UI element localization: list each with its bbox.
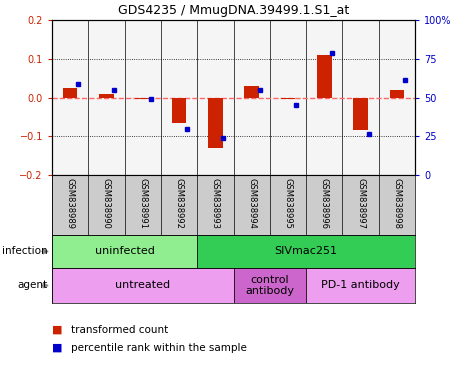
Text: GSM838990: GSM838990	[102, 178, 111, 229]
Text: GSM838996: GSM838996	[320, 178, 329, 229]
Bar	[353, 98, 368, 131]
Text: GSM838998: GSM838998	[392, 178, 401, 229]
Bar	[99, 94, 114, 98]
Text: ■: ■	[52, 343, 63, 353]
Bar	[281, 98, 295, 99]
Text: GSM838997: GSM838997	[356, 178, 365, 229]
Bar	[306, 268, 415, 303]
Bar	[317, 55, 332, 98]
Title: GDS4235 / MmugDNA.39499.1.S1_at: GDS4235 / MmugDNA.39499.1.S1_at	[118, 5, 349, 17]
Bar	[63, 88, 77, 98]
Text: percentile rank within the sample: percentile rank within the sample	[71, 343, 247, 353]
Text: GSM838993: GSM838993	[211, 178, 220, 229]
Bar	[245, 86, 259, 98]
Text: ■: ■	[52, 325, 63, 335]
Bar	[52, 235, 197, 268]
Bar	[208, 98, 223, 148]
Text: uninfected: uninfected	[95, 247, 154, 257]
Text: PD-1 antibody: PD-1 antibody	[321, 280, 400, 291]
Text: GSM838995: GSM838995	[284, 178, 293, 229]
Text: GSM838989: GSM838989	[66, 178, 75, 229]
Text: infection: infection	[1, 247, 47, 257]
Text: control
antibody: control antibody	[245, 275, 294, 296]
Bar	[172, 98, 186, 122]
Text: GSM838992: GSM838992	[174, 178, 183, 229]
Bar	[52, 268, 234, 303]
Text: untreated: untreated	[115, 280, 171, 291]
Bar	[234, 268, 306, 303]
Bar	[390, 90, 404, 98]
Text: GSM838994: GSM838994	[247, 178, 256, 229]
Text: GSM838991: GSM838991	[138, 178, 147, 229]
Text: transformed count: transformed count	[71, 325, 168, 335]
Bar	[135, 98, 150, 99]
Bar	[197, 235, 415, 268]
Text: agent: agent	[17, 280, 47, 291]
Text: SIVmac251: SIVmac251	[275, 247, 338, 257]
